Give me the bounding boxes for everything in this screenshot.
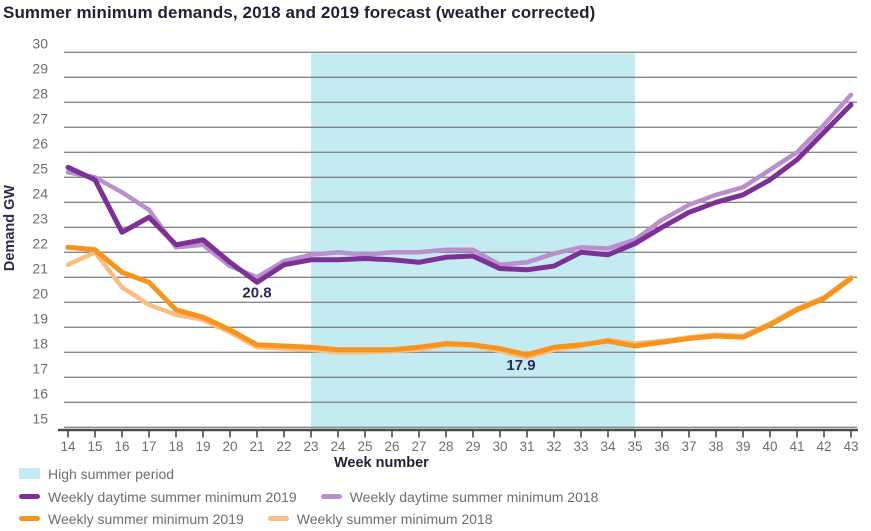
legend-row: Weekly daytime summer minimum 2019 Weekl…	[19, 488, 859, 505]
x-tick-label: 17	[141, 439, 156, 454]
y-tick-label: 16	[32, 385, 48, 401]
y-tick-label: 27	[32, 110, 48, 126]
y-tick-label: 22	[32, 235, 48, 251]
legend-row: Weekly summer minimum 2019 Weekly summer…	[19, 510, 859, 527]
series-line-1	[65, 102, 854, 285]
x-tick-label: 23	[303, 439, 318, 454]
x-tick-label: 38	[708, 439, 723, 454]
legend-item-daytime-2018: Weekly daytime summer minimum 2018	[320, 488, 599, 505]
x-tick-label: 22	[276, 439, 291, 454]
legend-label: High summer period	[48, 465, 175, 482]
x-tick-label: 29	[465, 439, 480, 454]
y-tick-label: 17	[32, 360, 48, 376]
legend-label: Weekly daytime summer minimum 2019	[48, 488, 297, 505]
x-tick-label: 33	[573, 439, 588, 454]
legend-row: High summer period	[19, 465, 859, 482]
minimum-2018-swatch	[267, 516, 289, 521]
x-tick-label: 36	[654, 439, 669, 454]
x-tick-label: 43	[843, 439, 858, 454]
x-tick-label: 25	[357, 439, 372, 454]
y-tick-label: 26	[32, 135, 48, 151]
legend-item-daytime-2019: Weekly daytime summer minimum 2019	[19, 489, 297, 505]
legend-item-high-summer: High summer period	[19, 466, 174, 482]
x-tick-label: 32	[546, 439, 561, 454]
x-tick-label: 15	[87, 439, 102, 454]
daytime-2018-swatch	[320, 494, 342, 499]
x-tick-label: 14	[60, 439, 76, 454]
y-tick-label: 25	[32, 160, 48, 176]
x-tick-label: 34	[600, 439, 616, 454]
x-tick-label: 39	[735, 439, 750, 454]
x-tick-label: 42	[816, 439, 831, 454]
y-tick-label: 18	[32, 335, 48, 351]
y-tick-label: 21	[32, 260, 48, 276]
y-axis-title: Demand GW	[2, 185, 18, 272]
x-tick-label: 19	[195, 439, 210, 454]
daytime-2019-swatch	[19, 494, 40, 499]
y-tick-label: 19	[32, 310, 48, 326]
legend-label: Weekly daytime summer minimum 2018	[349, 488, 599, 505]
chart-title: Summer minimum demands, 2018 and 2019 fo…	[3, 3, 596, 22]
y-tick-label: 28	[32, 85, 48, 101]
x-tick-label: 37	[681, 439, 696, 454]
x-tick-label: 16	[114, 439, 129, 454]
legend-label: Weekly summer minimum 2019	[48, 510, 244, 527]
x-tick-label: 27	[411, 439, 426, 454]
x-tick-label: 40	[762, 439, 777, 454]
annotation-20.8: 20.8	[242, 284, 271, 301]
series-line-2	[65, 92, 854, 280]
y-tick-label: 23	[32, 210, 48, 226]
legend-item-minimum-2018: Weekly summer minimum 2018	[267, 510, 493, 527]
x-tick-label: 18	[168, 439, 183, 454]
x-tick-label: 30	[492, 439, 507, 454]
minimum-2019-swatch	[19, 516, 40, 521]
x-tick-label: 20	[222, 439, 237, 454]
y-tick-label: 29	[32, 60, 48, 76]
y-tick-label: 24	[32, 185, 48, 201]
high-summer-swatch	[19, 468, 40, 479]
legend-item-minimum-2019: Weekly summer minimum 2019	[19, 511, 244, 527]
y-tick-label: 15	[32, 410, 48, 426]
x-tick-label: 41	[789, 439, 804, 454]
y-tick-label: 30	[32, 35, 48, 51]
x-tick-label: 28	[438, 439, 453, 454]
x-tick-label: 24	[330, 439, 346, 454]
series-line-3	[65, 244, 854, 358]
x-tick-label: 31	[519, 439, 534, 454]
annotation-17.9: 17.9	[506, 357, 535, 374]
high-summer-band	[311, 53, 635, 430]
y-tick-label: 20	[32, 285, 48, 301]
x-axis-title: Week number	[334, 455, 429, 471]
x-tick-label: 21	[249, 439, 264, 454]
x-tick-label: 35	[627, 439, 642, 454]
legend-label: Weekly summer minimum 2018	[296, 510, 493, 527]
x-tick-label: 26	[384, 439, 399, 454]
